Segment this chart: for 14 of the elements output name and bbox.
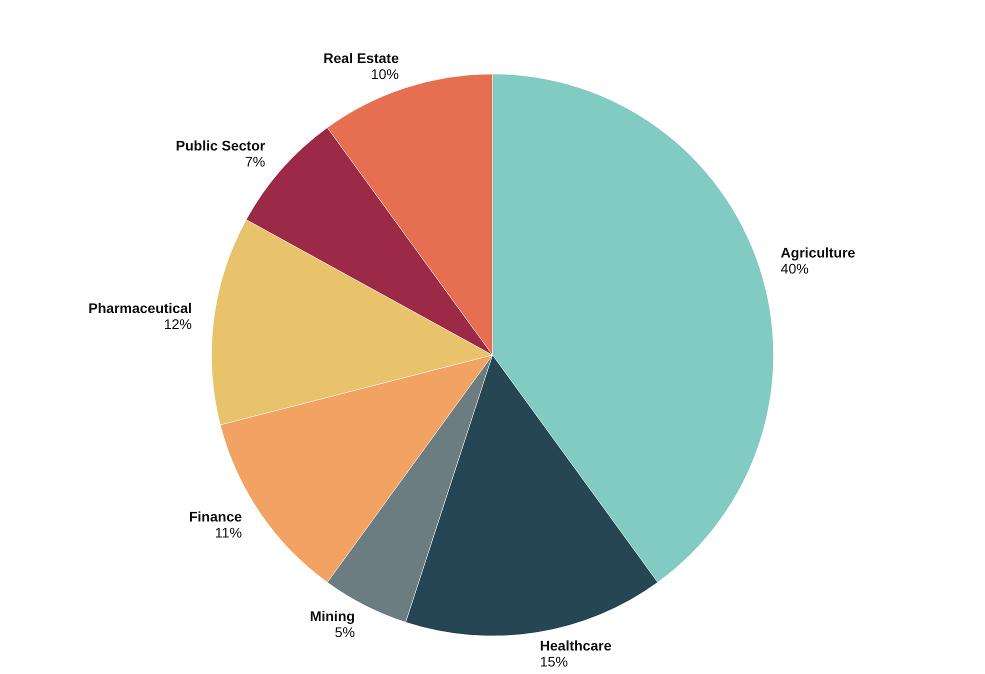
slice-label: Real Estate bbox=[323, 50, 400, 66]
slice-label: Agriculture bbox=[780, 244, 856, 260]
data-label: 10% bbox=[370, 66, 399, 82]
data-label: 15% bbox=[540, 653, 568, 670]
data-label: 11% bbox=[214, 524, 242, 540]
data-label: 12% bbox=[164, 316, 192, 332]
slice-label: Public Sector bbox=[176, 138, 266, 154]
slice-label: Pharmaceutical bbox=[88, 300, 192, 316]
slice-label: Mining bbox=[310, 608, 355, 624]
slice-label: Healthcare bbox=[540, 637, 612, 654]
data-label: 40% bbox=[780, 260, 809, 276]
data-label: 5% bbox=[334, 624, 355, 640]
slice-label: Finance bbox=[188, 508, 242, 524]
data-label: 7% bbox=[244, 154, 266, 170]
